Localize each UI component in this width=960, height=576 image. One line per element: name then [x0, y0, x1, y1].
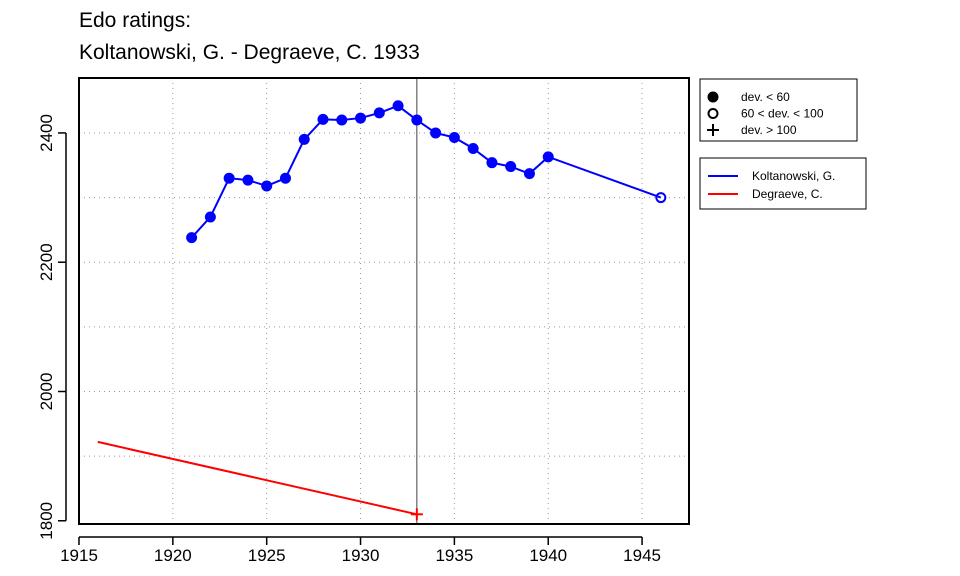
data-point [392, 100, 404, 112]
data-point [410, 508, 423, 521]
symbol-legend-label: dev. > 100 [741, 123, 797, 137]
data-point [242, 174, 254, 186]
x-tick-label: 1925 [248, 546, 286, 565]
x-tick-label: 1920 [154, 546, 192, 565]
chart-title-line2: Koltanowski, G. - Degraeve, C. 1933 [79, 41, 420, 64]
symbol-legend: dev. < 60 60 < dev. < 100 dev. > 100 [699, 78, 858, 142]
data-point [655, 192, 667, 204]
symbol-legend-label: dev. < 60 [741, 90, 790, 104]
y-tick-label: 2200 [37, 243, 56, 281]
data-point [505, 161, 517, 173]
x-tick-label: 1935 [435, 546, 473, 565]
data-point [261, 180, 273, 192]
symbol-legend-label: 60 < dev. < 100 [741, 107, 824, 121]
axes: 1915 1920 1925 1930 1935 1940 1945 1800 2000 2200… [37, 114, 661, 565]
series-legend: Koltanowski, G. Degraeve, C. [699, 157, 867, 210]
data-point [430, 127, 442, 139]
data-point [373, 107, 385, 119]
series-legend-box [699, 157, 867, 210]
y-tick-label: 1800 [37, 502, 56, 540]
data-point [279, 172, 291, 184]
data-point [204, 211, 216, 223]
data-point [355, 112, 367, 124]
series-line [97, 440, 418, 516]
legend-symbol [707, 108, 719, 119]
legend-symbol [707, 124, 719, 136]
grid-lines [79, 78, 689, 524]
data-point [542, 151, 554, 163]
x-tick-label: 1940 [529, 546, 567, 565]
data-point [467, 142, 479, 154]
x-tick-label: 1945 [623, 546, 661, 565]
data-point [486, 157, 498, 169]
data-point [336, 114, 348, 126]
series-line [190, 104, 662, 239]
data-point [523, 168, 535, 180]
data-point [186, 232, 198, 244]
data-point [317, 113, 329, 125]
y-tick-label: 2000 [37, 373, 56, 411]
chart-title-line1: Edo ratings: [79, 9, 192, 32]
data-point [223, 172, 235, 184]
data-point [448, 131, 460, 143]
x-tick-label: 1930 [342, 546, 380, 565]
series-layer [97, 100, 667, 521]
legend-symbol [707, 91, 719, 103]
symbol-legend-box [699, 78, 858, 142]
data-point [411, 114, 423, 126]
plot-frame [78, 77, 690, 525]
data-point [298, 133, 310, 145]
y-tick-label: 2400 [37, 114, 56, 152]
series-legend-label: Degraeve, C. [752, 187, 823, 201]
x-tick-label: 1915 [60, 546, 98, 565]
series-legend-label: Koltanowski, G. [752, 169, 835, 183]
